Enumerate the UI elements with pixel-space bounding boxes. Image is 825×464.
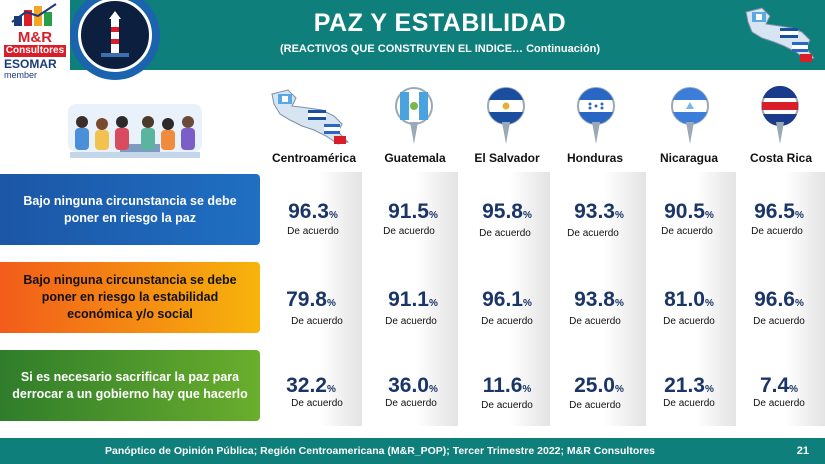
country-name-nicaragua: Nicaragua [644,151,734,165]
agree-label: De acuerdo [462,316,552,328]
value-cell: 11.6% [462,374,552,402]
value-cell: 96.5% [734,200,824,228]
company-logo: M&R Consultores ESOMAR member [0,0,70,82]
footer-bar: Panóptico de Opinión Pública; Región Cen… [0,438,825,464]
statement-sacrifice-peace: Si es necesario sacrificar la paz para d… [0,350,260,421]
people-meeting-illustration-icon [60,100,210,172]
agree-label: De acuerdo [732,226,822,238]
source-citation: Panóptico de Opinión Pública; Región Cen… [0,445,760,458]
central-america-map-icon [268,86,360,148]
agree-label: De acuerdo [364,226,454,238]
agree-label: De acuerdo [644,398,734,410]
country-name-el-salvador: El Salvador [462,151,552,165]
agree-label: De acuerdo [550,316,640,328]
value-cell: 96.6% [734,288,824,316]
value-cell: 96.1% [462,288,552,316]
value-cell: 91.5% [368,200,458,228]
statement-economic-stability: Bajo ninguna circunstancia se debe poner… [0,262,260,333]
value-cell: 95.8% [462,200,552,228]
statement-text: Si es necesario sacrificar la paz para d… [10,369,250,403]
value-cell: 79.8% [266,288,356,316]
value-cell: 91.1% [368,288,458,316]
logo-brand: M&R [3,30,67,45]
el-salvador-flag-pin-icon [486,86,526,148]
value-cell: 96.3% [268,200,358,228]
agree-label: De acuerdo [644,316,734,328]
logo-consultores: Consultores [4,45,66,57]
statement-peace-risk: Bajo ninguna circunstancia se debe poner… [0,174,260,245]
honduras-flag-pin-icon [576,86,616,148]
value-cell: 90.5% [644,200,734,228]
logo-member: member [4,70,37,80]
value-cell: 25.0% [554,374,644,402]
value-cell: 81.0% [644,288,734,316]
agree-label: De acuerdo [272,398,362,410]
agree-label: De acuerdo [548,228,638,240]
central-america-map-icon [740,2,820,66]
country-name-costa-rica: Costa Rica [736,151,825,165]
statement-text: Bajo ninguna circunstancia se debe poner… [10,193,250,227]
agree-label: De acuerdo [642,226,732,238]
agree-label: De acuerdo [268,226,358,238]
value-cell: 93.8% [554,288,644,316]
page-number: 21 [797,445,809,458]
agree-label: De acuerdo [734,398,824,410]
agree-label: De acuerdo [366,316,456,328]
page-title: PAZ Y ESTABILIDAD [200,8,680,38]
country-name-centroamerica: Centroamérica [268,151,360,165]
costa-rica-flag-pin-icon [760,86,800,148]
country-name-honduras: Honduras [550,151,640,165]
page-subtitle: (REACTIVOS QUE CONSTRUYEN EL INDICE… Con… [200,42,680,56]
guatemala-flag-pin-icon [394,86,434,148]
agree-label: De acuerdo [366,398,456,410]
bar-chart-logo-icon [10,2,60,28]
agree-label: De acuerdo [462,400,552,412]
agree-label: De acuerdo [272,316,362,328]
nicaragua-flag-pin-icon [670,86,710,148]
agree-label: De acuerdo [460,228,550,240]
agree-label: De acuerdo [550,400,640,412]
country-name-guatemala: Guatemala [370,151,460,165]
lighthouse-badge-icon [78,0,152,72]
statement-text: Bajo ninguna circunstancia se debe poner… [10,272,250,323]
value-cell: 93.3% [554,200,644,228]
agree-label: De acuerdo [734,316,824,328]
